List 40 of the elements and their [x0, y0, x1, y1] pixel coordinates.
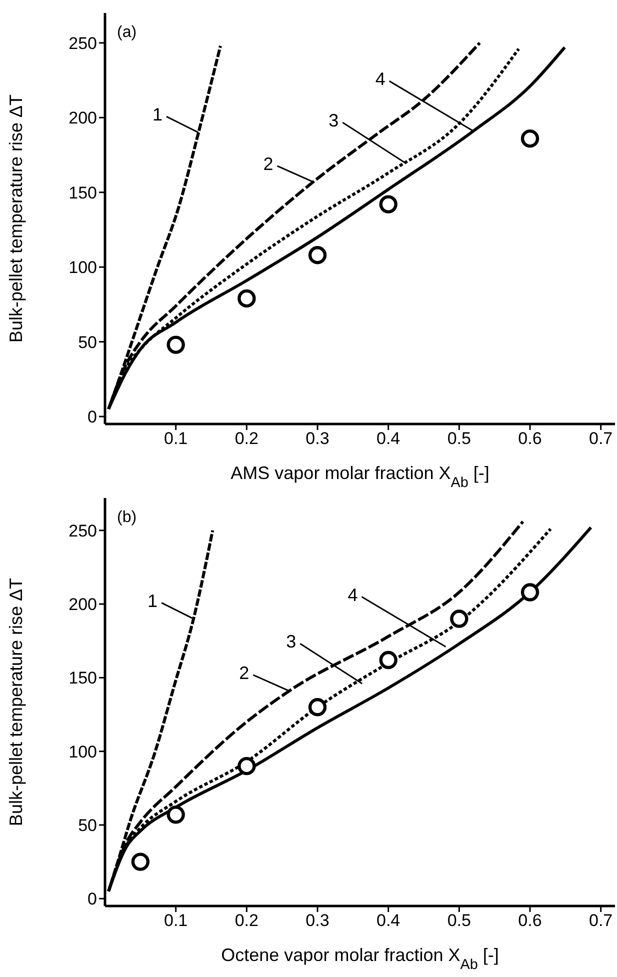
- annotation: (a): [117, 24, 137, 41]
- y-tick-label: 250: [68, 34, 97, 53]
- x-tick-label: 0.2: [234, 429, 258, 448]
- y-tick-label: 100: [68, 258, 97, 278]
- y-tick-label: 50: [78, 332, 97, 352]
- y-axis-title: Bulk-pellet temperature rise ΔT: [6, 578, 26, 826]
- annotation: 1: [152, 104, 162, 125]
- y-tick-label: 200: [68, 108, 97, 128]
- y-tick-label: 50: [78, 816, 97, 836]
- annotation: (b): [117, 509, 137, 526]
- x-tick-label: 0.6: [518, 429, 542, 448]
- annotation: 4: [348, 584, 358, 605]
- y-tick-label: 150: [68, 668, 97, 688]
- annotation: 1: [148, 590, 158, 611]
- annotation: 3: [328, 110, 339, 130]
- x-tick-label: 0.5: [447, 429, 471, 448]
- y-tick-label: 150: [68, 183, 97, 202]
- x-tick-label: 0.2: [234, 911, 258, 930]
- y-tick-label: 100: [68, 742, 97, 762]
- x-tick-label: 0.3: [306, 911, 330, 930]
- x-tick-label: 0.7: [589, 429, 613, 448]
- x-tick-label: 0.6: [518, 911, 542, 930]
- x-tick-label: 0.5: [447, 911, 471, 930]
- annotation: 2: [263, 154, 274, 174]
- y-axis-title: Bulk-pellet temperature rise ΔT: [6, 94, 26, 343]
- annotation: 2: [239, 662, 250, 683]
- y-tick-label: 0: [88, 408, 97, 427]
- x-tick-label: 0.1: [164, 429, 188, 448]
- annotation: 3: [286, 632, 296, 652]
- y-tick-label: 0: [88, 890, 97, 909]
- y-tick-label: 200: [68, 595, 97, 614]
- x-tick-label: 0.1: [164, 911, 188, 930]
- x-axis-title: Octene vapor molar fraction X$_{Ab}$ [-]: [221, 945, 499, 973]
- x-axis-title: AMS vapor molar fraction X$_{Ab}$ [-]: [230, 463, 490, 491]
- x-tick-label: 0.4: [376, 429, 400, 448]
- x-tick-label: 0.4: [376, 911, 400, 930]
- x-tick-label: 0.7: [589, 911, 613, 930]
- x-tick-label: 0.3: [306, 429, 330, 448]
- y-tick-label: 250: [68, 521, 97, 540]
- annotation: 4: [375, 69, 386, 90]
